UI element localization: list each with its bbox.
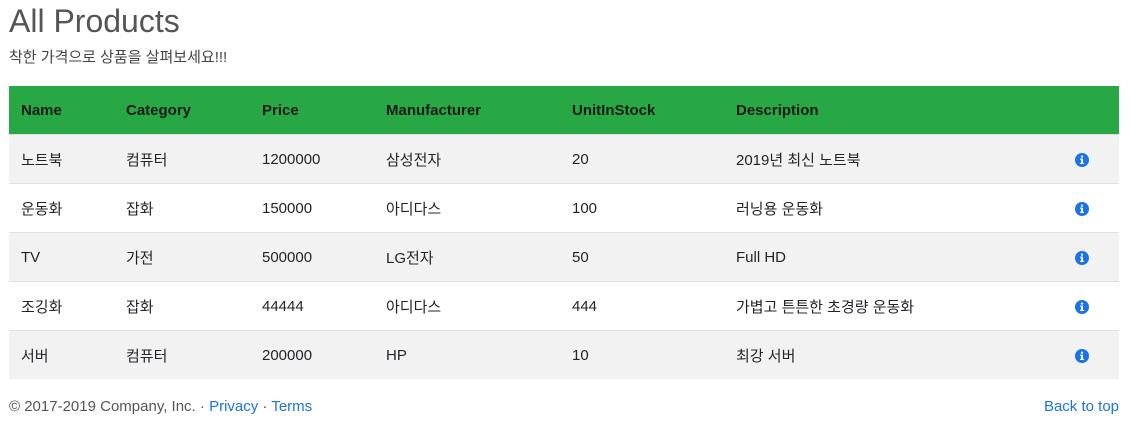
cell-manufacturer: 삼성전자: [374, 134, 560, 184]
info-circle-icon[interactable]: [1075, 348, 1089, 363]
privacy-link[interactable]: Privacy: [209, 398, 259, 415]
column-header-category: Category: [126, 101, 192, 119]
column-header-name: Name: [21, 101, 62, 119]
column-header-price: Price: [262, 101, 299, 119]
cell-price: 200000: [250, 330, 374, 379]
footer-right: Back to top: [1044, 398, 1119, 415]
back-to-top-link[interactable]: Back to top: [1043, 398, 1119, 415]
cell-category: 컴퓨터: [114, 330, 250, 379]
cell-name: TV: [9, 232, 114, 282]
page-title: All Products: [9, 3, 180, 39]
cell-price: 500000: [250, 232, 374, 282]
table-row: 노트북 컴퓨터 1200000 삼성전자 20 2019년 최신 노트북: [9, 134, 1119, 184]
cell-action: [1034, 134, 1119, 184]
info-circle-icon[interactable]: [1075, 152, 1089, 167]
terms-link[interactable]: Terms: [271, 398, 313, 415]
cell-unitinstock: 10: [560, 330, 724, 379]
table-row: 운동화 잡화 150000 아디다스 100 러닝용 운동화: [9, 183, 1119, 233]
cell-description: 2019년 최신 노트북: [724, 134, 1034, 184]
column-header-action: [1034, 86, 1119, 135]
cell-price: 1200000: [250, 134, 374, 184]
products-table: Name Category Price Manufacturer UnitInS…: [9, 86, 1119, 379]
cell-action: [1034, 183, 1119, 233]
info-circle-icon[interactable]: [1075, 250, 1089, 265]
cell-description: 러닝용 운동화: [724, 183, 1034, 233]
cell-action: [1034, 232, 1119, 282]
cell-category: 잡화: [114, 183, 250, 233]
table-row: TV 가전 500000 LG전자 50 Full HD: [9, 232, 1119, 282]
footer-separator: ·: [262, 398, 268, 415]
table-row: 서버 컴퓨터 200000 HP 10 최강 서버: [9, 330, 1119, 379]
footer-left: © 2017-2019 Company, Inc. · Privacy · Te…: [9, 398, 312, 415]
cell-unitinstock: 100: [560, 183, 724, 233]
cell-manufacturer: HP: [374, 330, 560, 379]
cell-unitinstock: 50: [560, 232, 724, 282]
cell-category: 잡화: [114, 281, 250, 331]
cell-unitinstock: 444: [560, 281, 724, 331]
table-header-row: Name Category Price Manufacturer UnitInS…: [9, 86, 1119, 135]
cell-action: [1034, 281, 1119, 331]
cell-action: [1034, 330, 1119, 379]
cell-manufacturer: 아디다스: [374, 281, 560, 331]
copyright-text: © 2017-2019 Company, Inc. ·: [9, 398, 205, 415]
cell-description: Full HD: [724, 232, 1034, 282]
page-container: All Products 착한 가격으로 상품을 살펴보세요!!! Name C…: [9, 0, 1119, 415]
table-body: 노트북 컴퓨터 1200000 삼성전자 20 2019년 최신 노트북 운동화…: [9, 134, 1119, 379]
cell-description: 가볍고 튼튼한 초경량 운동화: [724, 281, 1034, 331]
cell-price: 150000: [250, 183, 374, 233]
info-circle-icon[interactable]: [1075, 299, 1089, 314]
table-header: Name Category Price Manufacturer UnitInS…: [9, 86, 1119, 135]
cell-manufacturer: 아디다스: [374, 183, 560, 233]
cell-name: 조깅화: [9, 281, 114, 331]
column-header-unitinstock: UnitInStock: [572, 101, 656, 119]
cell-description: 최강 서버: [724, 330, 1034, 379]
cell-category: 가전: [114, 232, 250, 282]
cell-name: 노트북: [9, 134, 114, 184]
page-subtitle: 착한 가격으로 상품을 살펴보세요!!!: [9, 49, 228, 66]
info-circle-icon[interactable]: [1075, 201, 1089, 216]
cell-manufacturer: LG전자: [374, 232, 560, 282]
column-header-manufacturer: Manufacturer: [386, 101, 482, 119]
table-row: 조깅화 잡화 44444 아디다스 444 가볍고 튼튼한 초경량 운동화: [9, 281, 1119, 331]
page-footer: © 2017-2019 Company, Inc. · Privacy · Te…: [9, 398, 1119, 420]
cell-unitinstock: 20: [560, 134, 724, 184]
cell-price: 44444: [250, 281, 374, 331]
column-header-description: Description: [736, 101, 819, 119]
cell-name: 서버: [9, 330, 114, 379]
cell-name: 운동화: [9, 183, 114, 233]
cell-category: 컴퓨터: [114, 134, 250, 184]
